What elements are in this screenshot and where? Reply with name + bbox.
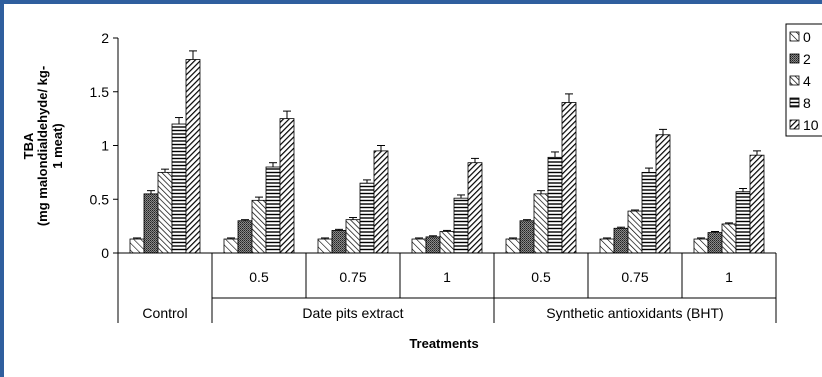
bar-series-2-cat-3 [425,236,441,254]
bar-series-0-cat-2 [317,238,333,254]
x-axis-title: Treatments [409,336,478,351]
x-axis: 0.5 0.75 1 0.5 0.75 1 Control Date pits extract… [117,252,777,323]
legend-label-0: 0 [803,29,811,45]
bar-series-10-cat-2 [373,150,389,254]
legend-swatch-10 [789,119,800,130]
category-label-5: 0.75 [621,269,648,285]
legend-swatch-0 [789,31,800,42]
bar-series-10-cat-4 [561,102,577,254]
y-axis-title-line-1: TBA [21,132,36,159]
category-label-1: 0.5 [249,269,269,285]
legend-label-2: 2 [803,51,811,67]
y-axis-title-line-3: 1 meat) [50,123,65,169]
bar-series-2-cat-6 [707,232,723,254]
bar-series-10-cat-6 [749,154,765,254]
tba-bar-chart: TBA (mg malondialdehyde/ kg- 1 meat) 0 0.… [21,23,822,351]
bar-series-2-cat-5 [613,227,629,254]
legend-swatch-8 [789,97,800,108]
bar-series-2-cat-0 [143,193,159,254]
legend-label-4: 4 [803,73,811,89]
y-tick-label-1.5: 1.5 [90,84,110,100]
category-label-6: 1 [725,269,733,285]
bar-series-0-cat-0 [129,238,145,254]
group-label-1: Date pits extract [302,305,403,321]
bar-series-2-cat-1 [237,220,253,254]
y-tick-label-0.5: 0.5 [90,191,110,207]
bar-series-8-cat-1 [265,166,281,254]
legend-box [785,23,822,137]
bar-series-8-cat-6 [735,191,751,254]
bar-series-4-cat-6 [721,223,737,254]
bar-series-8-cat-3 [453,197,469,254]
legend-label-8: 8 [803,95,811,111]
category-label-4: 0.5 [531,269,551,285]
bar-series-4-cat-0 [157,171,173,254]
bar-series-8-cat-4 [547,156,563,254]
category-label-2: 0.75 [339,269,366,285]
y-axis-title-line-2: (mg malondialdehyde/ kg- [35,66,50,226]
group-label-2: Synthetic antioxidants (BHT) [546,305,723,321]
bar-series-4-cat-5 [627,210,643,254]
y-tick-label-1: 1 [101,138,109,154]
bar-series-4-cat-2 [345,219,361,254]
group-label-0: Control [142,305,187,321]
category-label-3: 1 [443,269,451,285]
legend: 0 2 4 8 10 [785,23,822,137]
bar-series-4-cat-4 [533,193,549,254]
legend-label-10: 10 [803,117,819,133]
y-tick-label-0: 0 [101,245,109,261]
bar-series-0-cat-4 [505,238,521,254]
legend-swatch-2 [789,53,800,64]
bar-series-0-cat-3 [411,238,427,254]
bar-series-10-cat-0 [185,59,201,254]
bar-series-0-cat-6 [693,238,709,254]
y-tick-label-2: 2 [101,30,109,46]
bar-series-4-cat-1 [251,199,267,254]
bar-series-8-cat-0 [171,123,187,254]
y-axis-title: TBA (mg malondialdehyde/ kg- 1 meat) [21,66,65,226]
bar-series-2-cat-4 [519,220,535,254]
legend-swatch-4 [789,75,800,86]
bar-series-10-cat-3 [467,162,483,254]
bar-series-2-cat-2 [331,230,347,254]
bar-series-8-cat-2 [359,182,375,254]
plot-area [129,50,765,254]
bar-series-8-cat-5 [641,171,657,254]
bar-series-0-cat-1 [223,238,239,254]
y-axis: 0 0.5 1 1.5 2 [90,30,119,261]
bar-series-10-cat-1 [279,118,295,254]
bar-series-10-cat-5 [655,134,671,254]
bar-series-4-cat-3 [439,231,455,254]
bar-series-0-cat-5 [599,238,615,254]
